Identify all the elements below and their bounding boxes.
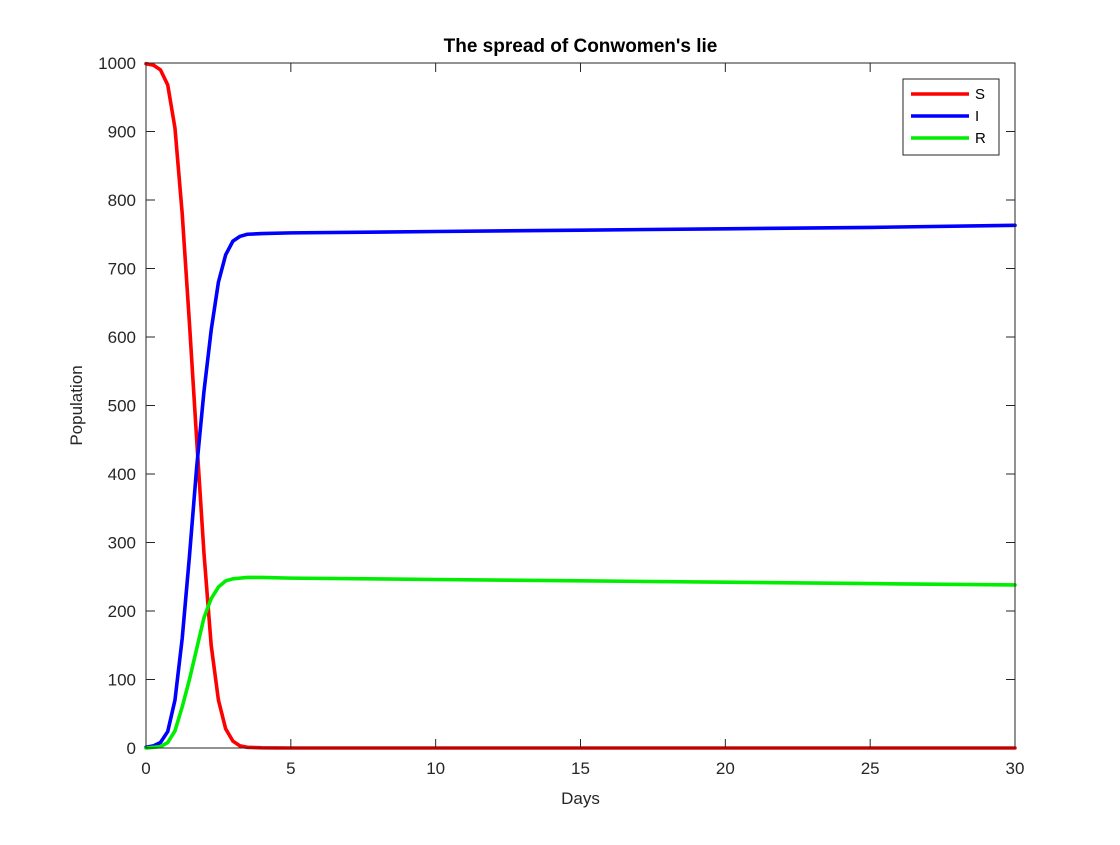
- x-axis-label: Days: [561, 789, 600, 808]
- legend-label-R: R: [975, 130, 986, 147]
- plot-area: [146, 63, 1015, 748]
- legend-label-I: I: [975, 108, 979, 125]
- y-tick-label: 900: [108, 123, 136, 142]
- chart-title: The spread of Conwomen's lie: [444, 36, 718, 57]
- x-axis: 0 5 10 15 20 25 30: [141, 63, 1024, 778]
- legend-label-S: S: [975, 86, 985, 103]
- x-tick-label: 30: [1006, 759, 1025, 778]
- y-axis: 0 100 200 300 400 500 600 700 800 900 1000: [98, 54, 1015, 758]
- y-tick-label: 300: [108, 534, 136, 553]
- y-tick-label: 0: [127, 739, 136, 758]
- y-tick-label: 700: [108, 260, 136, 279]
- x-tick-label: 25: [861, 759, 880, 778]
- legend: SIR: [902, 78, 1000, 156]
- plot-background: [146, 63, 1015, 748]
- y-tick-label: 600: [108, 328, 136, 347]
- y-tick-label: 800: [108, 191, 136, 210]
- x-tick-label: 20: [716, 759, 735, 778]
- y-tick-label: 200: [108, 602, 136, 621]
- x-tick-label: 0: [141, 759, 150, 778]
- x-tick-label: 10: [426, 759, 445, 778]
- series-line-I: [144, 223, 1017, 750]
- x-tick-label: 15: [571, 759, 590, 778]
- y-tick-label: 1000: [98, 54, 136, 73]
- y-tick-label: 100: [108, 671, 136, 690]
- x-tick-label: 5: [286, 759, 295, 778]
- series-line-R: [144, 575, 1017, 750]
- y-tick-label: 500: [108, 397, 136, 416]
- y-axis-label: Population: [67, 365, 86, 445]
- y-tick-label: 400: [108, 465, 136, 484]
